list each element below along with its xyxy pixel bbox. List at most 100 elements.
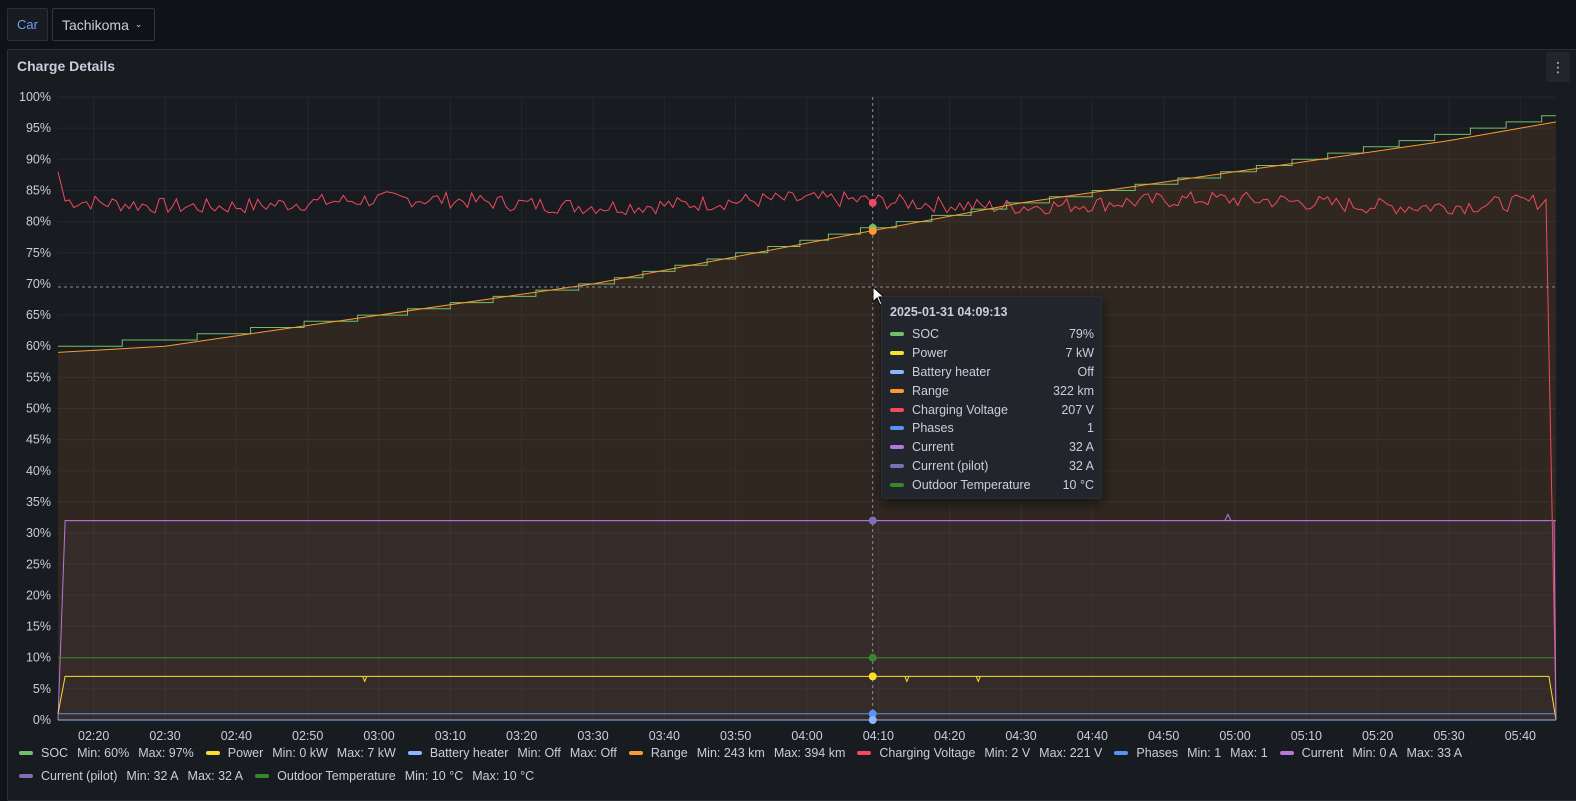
series-color-swatch	[890, 482, 904, 487]
legend-min: Min: 2 V	[984, 746, 1031, 760]
legend-series-name: Battery heater	[429, 746, 509, 760]
legend-max: Max: 97%	[138, 746, 194, 760]
y-tick-label: 5%	[33, 682, 51, 696]
legend-min: Min: 60%	[77, 746, 130, 760]
x-tick-label: 03:50	[720, 729, 751, 743]
x-tick-label: 05:30	[1433, 729, 1464, 743]
chart-tooltip: 2025-01-31 04:09:13 SOC 79% Power 7 kW Batte…	[881, 296, 1102, 499]
x-tick-label: 02:20	[78, 729, 109, 743]
tooltip-row: Battery heater Off	[890, 363, 1094, 382]
legend-min: Min: 243 km	[696, 746, 765, 760]
tooltip-series-name: Battery heater	[912, 364, 991, 379]
legend-max: Max: 33 A	[1406, 746, 1463, 760]
legend-item[interactable]: SOC Min: 60% Max: 97%	[19, 745, 194, 761]
legend-min: Min: 0 A	[1352, 746, 1398, 760]
y-tick-label: 90%	[26, 152, 51, 166]
legend-item[interactable]: Outdoor Temperature Min: 10 °C Max: 10 °C	[255, 768, 534, 784]
tooltip-series-name: Outdoor Temperature	[912, 477, 1031, 492]
legend-item[interactable]: Power Min: 0 kW Max: 7 kW	[205, 745, 396, 761]
tooltip-row: Outdoor Temperature 10 °C	[890, 475, 1094, 494]
legend-item[interactable]: Current Min: 0 A Max: 33 A	[1279, 745, 1463, 761]
tooltip-row: Range 322 km	[890, 381, 1094, 400]
tooltip-row: Current (pilot) 32 A	[890, 457, 1094, 476]
legend-max: Max: 394 km	[773, 746, 846, 760]
legend-max: Max: 32 A	[187, 769, 244, 783]
tooltip-series-value: 32 A	[1068, 440, 1094, 455]
series-line-charging-voltage	[57, 171, 1557, 714]
tooltip-row: Current 32 A	[890, 438, 1094, 457]
tooltip-series-name: Charging Voltage	[912, 402, 1008, 417]
x-tick-label: 03:00	[363, 729, 394, 743]
hover-point	[868, 709, 877, 718]
tooltip-series-value: 79%	[1068, 327, 1094, 342]
hover-point	[868, 198, 877, 207]
x-tick-label: 04:20	[934, 729, 965, 743]
charge-details-panel: Charge Details ⋮	[7, 49, 1576, 801]
y-tick-label: 95%	[26, 121, 51, 135]
series-color-swatch	[19, 751, 33, 755]
legend-item[interactable]: Current (pilot) Min: 32 A Max: 32 A	[19, 768, 243, 784]
y-tick-label: 80%	[26, 215, 51, 229]
series-color-swatch	[255, 774, 270, 778]
x-tick-label: 03:30	[577, 729, 608, 743]
panel-title[interactable]: Charge Details	[17, 58, 116, 74]
series-color-swatch	[890, 463, 904, 468]
series-color-swatch	[407, 751, 422, 755]
legend-max: Max: Off	[569, 746, 617, 760]
hover-point	[868, 672, 877, 681]
y-tick-label: 65%	[26, 308, 51, 322]
legend-item[interactable]: Phases Min: 1 Max: 1	[1114, 745, 1268, 761]
series-color-swatch	[890, 426, 904, 431]
y-tick-label: 55%	[26, 370, 51, 384]
tooltip-row: Power 7 kW	[890, 344, 1094, 363]
legend-series-name: Charging Voltage	[879, 746, 976, 760]
x-tick-label: 04:50	[1148, 729, 1179, 743]
tooltip-series-name: Power	[912, 346, 948, 361]
x-tick-label: 02:50	[292, 729, 323, 743]
tooltip-time: 2025-01-31 04:09:13	[890, 305, 1008, 319]
y-tick-label: 25%	[26, 557, 51, 571]
x-tick-label: 04:00	[791, 729, 822, 743]
y-tick-label: 0%	[33, 713, 51, 727]
legend-min: Min: 32 A	[126, 769, 179, 783]
legend-max: Max: 7 kW	[336, 746, 396, 760]
y-tick-label: 10%	[26, 651, 51, 665]
tooltip-series-name: Current (pilot)	[912, 458, 989, 473]
chevron-down-icon: ⌄	[134, 19, 143, 29]
x-tick-label: 05:40	[1505, 729, 1536, 743]
tooltip-row: Charging Voltage 207 V	[890, 400, 1094, 419]
x-tick-label: 03:10	[435, 729, 466, 743]
tooltip-series-value: Off	[1077, 364, 1094, 379]
legend-item[interactable]: Battery heater Min: Off Max: Off	[407, 745, 617, 761]
legend-item[interactable]: Range Min: 243 km Max: 394 km	[628, 745, 846, 761]
x-tick-label: 04:10	[863, 729, 894, 743]
vertical-ellipsis-icon[interactable]: ⋮	[1546, 52, 1570, 82]
series-line-current-drop	[1553, 520, 1557, 721]
tooltip-series-value: 207 V	[1061, 402, 1094, 417]
x-tick-label: 03:20	[506, 729, 537, 743]
tooltip-series-value: 7 kW	[1065, 346, 1094, 361]
hover-point	[868, 516, 877, 525]
car-variable-select[interactable]: Tachikoma ⌄	[51, 8, 156, 41]
legend-min: Min: 1	[1187, 746, 1222, 760]
tooltip-series-name: Range	[912, 383, 949, 398]
series-color-swatch	[628, 751, 643, 755]
legend-min: Min: 10 °C	[404, 769, 464, 783]
x-tick-label: 04:30	[1005, 729, 1036, 743]
x-tick-label: 02:40	[221, 729, 252, 743]
y-tick-label: 70%	[26, 277, 51, 291]
tooltip-row: Phases 1	[890, 419, 1094, 438]
legend-item[interactable]: Charging Voltage Min: 2 V Max: 221 V	[857, 745, 1102, 761]
tooltip-series-value: 1	[1087, 421, 1094, 436]
y-tick-label: 20%	[26, 588, 51, 602]
series-color-swatch	[890, 388, 904, 393]
car-variable-value: Tachikoma	[61, 16, 129, 33]
chart-legend: SOC Min: 60% Max: 97% Power Min: 0 kW Max: 7 …	[19, 745, 1549, 784]
series-color-swatch	[890, 351, 904, 356]
y-tick-label: 15%	[26, 620, 51, 634]
legend-series-name: Outdoor Temperature	[277, 769, 396, 783]
y-tick-label: 85%	[26, 183, 51, 197]
hover-point	[868, 716, 877, 724]
legend-min: Min: Off	[517, 746, 561, 760]
